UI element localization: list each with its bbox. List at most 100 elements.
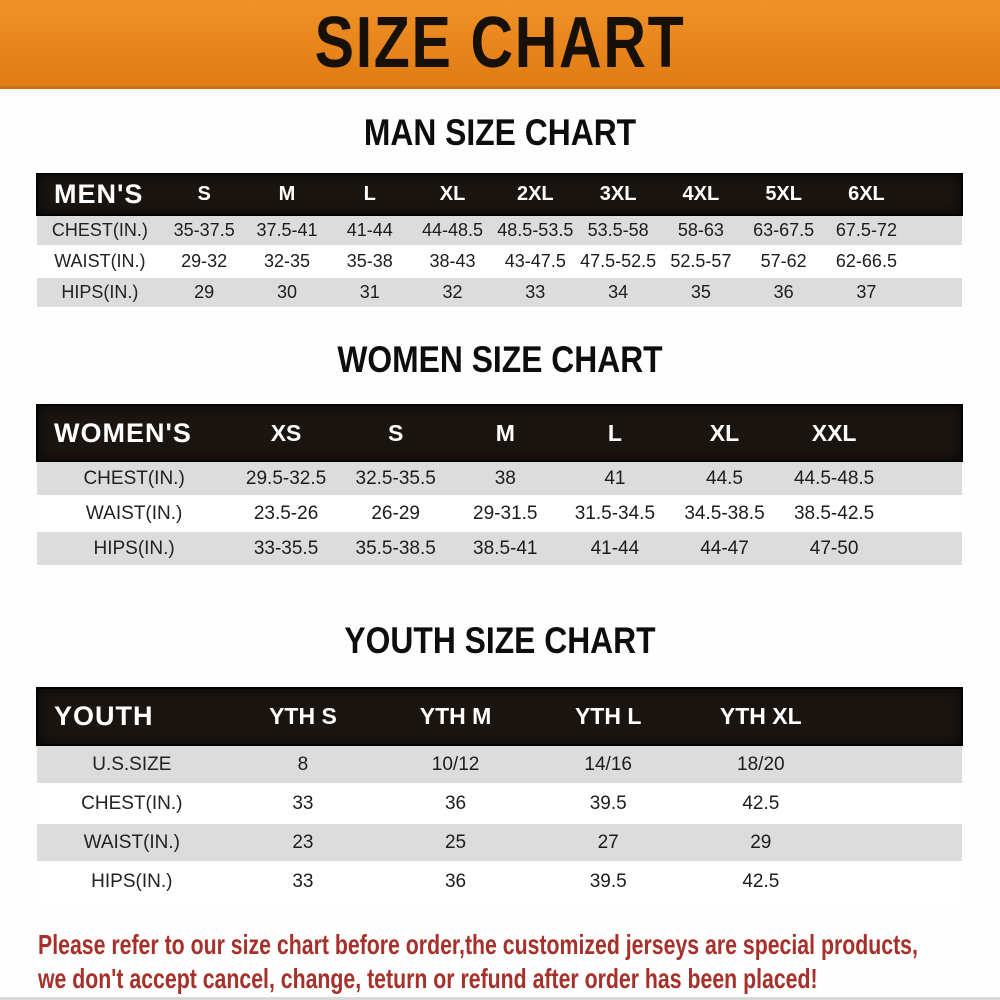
measurement-cell: 14/16	[584, 753, 632, 775]
row-filler-cell	[837, 784, 962, 823]
measurement-cell: 53.5-58	[587, 220, 649, 240]
measurement-cell: 62-66.5	[835, 251, 897, 271]
size-column-header: YTH L	[574, 703, 642, 729]
table-group-label: MEN'S	[54, 179, 144, 209]
measurement-cell: 26-29	[371, 502, 420, 524]
men-size-table: MEN'S S M L XL 2XL 3XL 4XL 5XL 6XL CHEST(IN.) 35-…	[36, 173, 963, 309]
size-column-header: 4XL	[682, 183, 720, 205]
measurement-cell: 29	[194, 282, 215, 302]
size-column-header: M	[495, 419, 515, 446]
measurement-cell: 48.5-53.5	[497, 220, 574, 240]
measurement-row-label: CHEST(IN.)	[51, 220, 148, 240]
measurement-cell: 41	[604, 467, 626, 489]
measurement-row-label: HIPS(IN.)	[91, 870, 173, 892]
measurement-cell: 38	[494, 467, 516, 489]
measurement-cell: 38-43	[429, 251, 476, 271]
size-column-header: 6XL	[848, 183, 885, 205]
man-size-chart-heading: MAN SIZE CHART	[363, 112, 637, 153]
measurement-cell: 27	[597, 831, 619, 853]
image-bottom-edge	[0, 997, 1000, 1000]
youth-size-table: YOUTH YTH S YTH M YTH L YTH XL U.S.SIZE 8 10/…	[36, 687, 963, 902]
row-filler-cell	[889, 531, 962, 566]
measurement-cell: 35-37.5	[173, 220, 235, 240]
size-chart-title: SIZE CHART	[314, 3, 686, 83]
measurement-cell: 44-48.5	[422, 220, 484, 240]
measurement-cell: 29.5-32.5	[245, 467, 327, 489]
row-filler-cell	[837, 862, 962, 901]
measurement-cell: 44-47	[700, 537, 749, 559]
measurement-row: CHEST(IN.) 35-37.5 37.5-41 41-44 44-48.5 48.5…	[37, 215, 962, 246]
row-filler-cell	[837, 823, 962, 862]
measurement-cell: 47-50	[809, 537, 859, 559]
measurement-cell: 44.5	[706, 467, 743, 489]
measurement-cell: 18/20	[737, 753, 785, 775]
table-group-label: WOMEN'S	[54, 417, 192, 448]
measurement-cell: 47.5-52.5	[580, 251, 657, 271]
measurement-cell: 8	[297, 753, 309, 775]
measurement-cell: 31.5-34.5	[574, 502, 656, 524]
measurement-cell: 33-35.5	[253, 537, 319, 559]
measurement-row: WAIST(IN.) 29-32 32-35 35-38 38-43 43-47.5 47.…	[37, 246, 962, 277]
measurement-row-label: WAIST(IN.)	[83, 831, 181, 853]
measurement-row: HIPS(IN.) 33-35.5 35.5-38.5 38.5-41 41-44 44-…	[37, 531, 962, 566]
measurement-cell: 38.5-41	[473, 537, 538, 559]
measurement-cell: 29	[750, 831, 772, 853]
women-size-table: WOMEN'S XS S M L XL XXL CHEST(IN.) 29.5-32.5 32…	[36, 404, 963, 567]
youth-size-chart-heading: YOUTH SIZE CHART	[344, 620, 656, 661]
row-filler-cell	[908, 215, 962, 246]
measurement-cell: 67.5-72	[835, 220, 897, 240]
measurement-row: CHEST(IN.) 29.5-32.5 32.5-35.5 38 41 44.5 44.5…	[37, 461, 962, 496]
measurement-cell: 29-32	[181, 251, 228, 271]
measurement-cell: 35.5-38.5	[355, 537, 436, 559]
size-column-header: 3XL	[599, 183, 637, 205]
man-size-chart-section: MAN SIZE CHART MEN'S S M L XL 2XL 3XL 4XL 5XL 6X…	[0, 112, 1000, 309]
measurement-cell: 38.5-42.5	[793, 502, 875, 524]
header-filler-cell	[837, 688, 962, 745]
measurement-cell: 63-67.5	[753, 220, 815, 240]
measurement-cell: 35	[690, 282, 711, 302]
size-column-header: XXL	[811, 419, 857, 446]
size-column-header: 2XL	[516, 183, 554, 205]
measurement-cell: 10/12	[431, 753, 480, 775]
measurement-cell: 31	[359, 282, 380, 302]
measurement-cell: 36	[444, 792, 467, 814]
header-filler-cell	[889, 405, 962, 461]
youth-table-header-row: YOUTH YTH S YTH M YTH L YTH XL	[37, 688, 962, 745]
size-column-header: 5XL	[765, 183, 802, 205]
measurement-row-label: U.S.SIZE	[92, 753, 172, 775]
measurement-cell: 35-38	[346, 251, 393, 271]
measurement-cell: 43-47.5	[504, 251, 566, 271]
measurement-cell: 25	[444, 831, 467, 853]
women-size-chart-section: WOMEN SIZE CHART WOMEN'S XS S M L XL XXL CHES…	[0, 339, 1000, 567]
measurement-row: WAIST(IN.) 23.5-26 26-29 29-31.5 31.5-34.5 34…	[37, 496, 962, 531]
measurement-cell: 34	[608, 282, 629, 302]
row-filler-cell	[908, 246, 962, 277]
size-chart-banner: SIZE CHART	[0, 0, 1000, 89]
measurement-row-label: CHEST(IN.)	[83, 467, 185, 489]
measurement-cell: 34.5-38.5	[684, 502, 765, 524]
measurement-row: CHEST(IN.) 33 36 39.5 42.5	[37, 784, 962, 823]
measurement-cell: 23.5-26	[253, 502, 319, 524]
measurement-cell: 32-35	[263, 251, 310, 271]
measurement-cell: 42.5	[742, 792, 780, 814]
size-column-header: YTH XL	[719, 703, 802, 729]
size-column-header: L	[607, 419, 622, 446]
size-column-header: M	[278, 183, 296, 205]
measurement-row-label: HIPS(IN.)	[93, 537, 175, 559]
measurement-cell: 32	[442, 282, 463, 302]
size-column-header: L	[363, 183, 376, 205]
size-column-header: YTH M	[419, 703, 492, 729]
disclaimer-line-1: Please refer to our size chart before or…	[38, 929, 918, 960]
row-filler-cell	[908, 277, 962, 308]
disclaimer-line-2: we don't accept cancel, change, teturn o…	[38, 963, 818, 994]
men-table-header-row: MEN'S S M L XL 2XL 3XL 4XL 5XL 6XL	[37, 174, 962, 215]
row-filler-cell	[837, 745, 962, 784]
measurement-row: U.S.SIZE 8 10/12 14/16 18/20	[37, 745, 962, 784]
measurement-cell: 32.5-35.5	[355, 467, 436, 489]
measurement-cell: 58-63	[677, 220, 724, 240]
measurement-cell: 41-44	[346, 220, 393, 240]
measurement-cell: 29-31.5	[473, 502, 538, 524]
measurement-cell: 42.5	[742, 870, 780, 892]
measurement-row-label: CHEST(IN.)	[81, 792, 183, 814]
